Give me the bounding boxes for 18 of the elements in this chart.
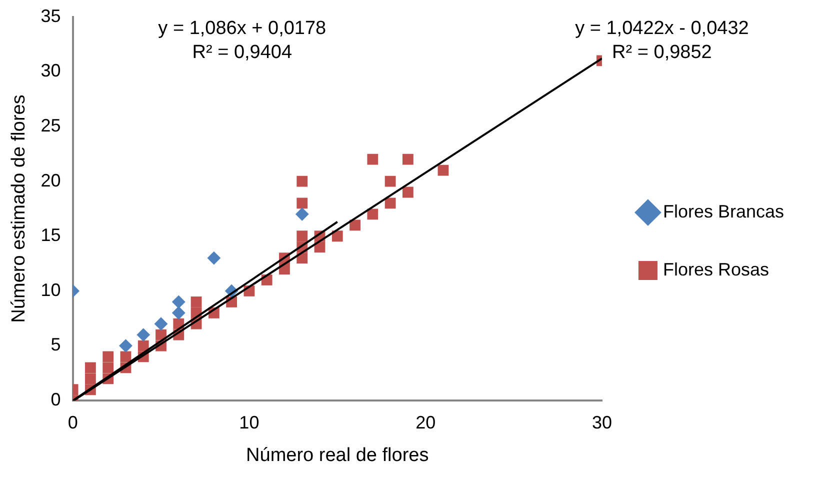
x-tick-label: 30 bbox=[592, 412, 612, 432]
y-tick-label: 5 bbox=[50, 334, 61, 355]
x-axis-title: Número real de flores bbox=[246, 444, 429, 466]
y-tick-label: 35 bbox=[40, 6, 61, 26]
legend-label: Flores Brancas bbox=[662, 201, 784, 222]
y-tick-label: 15 bbox=[40, 225, 61, 246]
y-tick-label: 10 bbox=[40, 280, 61, 300]
annotation: y = 1,086x + 0,0178 R² = 0,9404 bbox=[158, 18, 326, 64]
annotation: y = 1,0422x - 0,0432 R² = 0,9852 bbox=[575, 18, 749, 64]
y-tick-label: 30 bbox=[40, 60, 61, 81]
y-tick-label: 25 bbox=[40, 115, 61, 136]
legend-label: Flores Rosas bbox=[662, 259, 769, 280]
x-tick-label: 10 bbox=[239, 412, 260, 432]
x-tick-label: 0 bbox=[68, 412, 78, 432]
y-tick-label: 0 bbox=[50, 390, 61, 410]
y-tick-label: 20 bbox=[40, 170, 61, 190]
x-tick-label: 20 bbox=[416, 412, 436, 432]
y-axis-title: Número estimado de flores bbox=[8, 94, 30, 323]
